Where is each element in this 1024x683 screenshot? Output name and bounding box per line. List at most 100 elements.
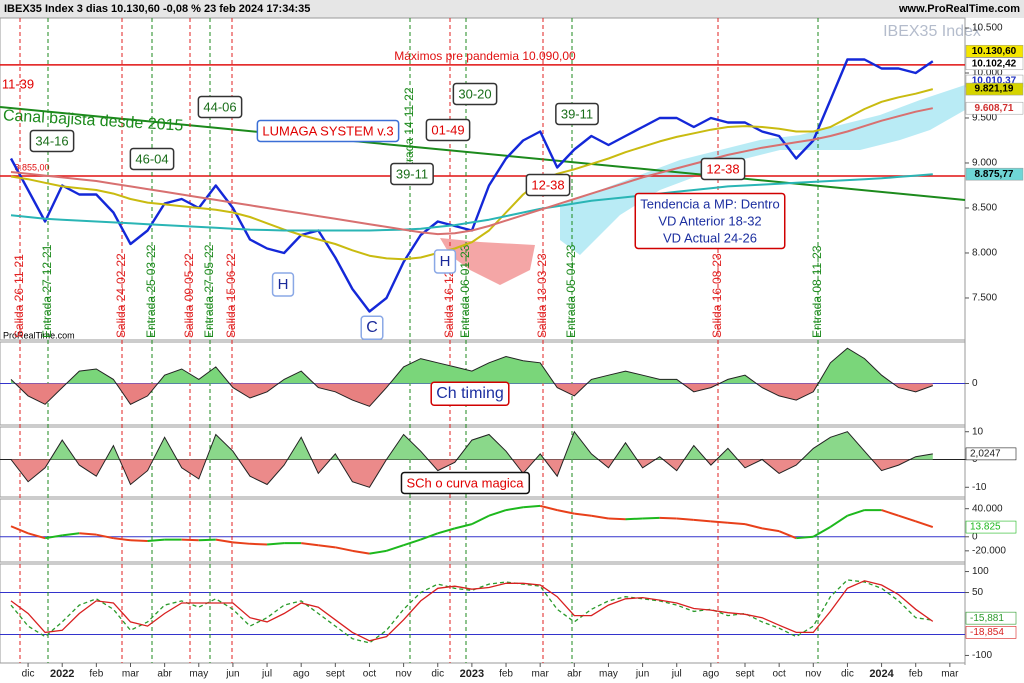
annotation: 44-06 [197,95,243,119]
oscillator-segment [591,514,609,520]
area-positive [11,431,933,460]
oscillator-segment [539,504,558,512]
signal-label: Salida 26-11-21 [12,254,26,338]
annotation-text: 39-11 [396,166,428,181]
oscillator-segment [812,526,831,538]
price-label-box [965,44,1024,58]
annotation: 39-11 [390,162,434,186]
oscillator-segment [386,544,404,552]
oscillator-segment [693,518,711,523]
annotation-box [197,95,243,119]
oscillator-segment [829,514,848,528]
oscillator-segment [642,516,660,520]
annotation: 01-49 [425,118,471,142]
signal-label: Salida 16-08-23 [710,253,724,338]
annotation-text: 12-38 [706,161,739,176]
oscillator-segment [881,509,899,517]
oscillator-segment [44,534,63,540]
oscillator-segment [608,517,626,521]
annotation-text: Tendencia a MP: Dentro [640,196,779,211]
annotation-box [129,147,175,171]
oscillator-segment [557,509,575,515]
signal-label: Entrada 08-11-23 [810,245,824,338]
level-label: 8.855,00 [14,162,49,172]
last-value-label: 2,0247 [970,449,1001,460]
x-tick-label: jun [635,669,649,680]
source: www.ProRealTime.com [898,3,1020,15]
oscillator-segment [215,538,234,544]
oscillator-segment [796,535,814,540]
x-tick-label: dic [841,669,854,680]
footer-source: ProRealTime.com [3,330,75,340]
annotation-text: 30-20 [458,86,491,101]
oscillator-segment [915,520,934,529]
oscillator-segment [352,549,370,555]
y-tick-label: 9.000 [972,158,997,169]
price-label-box [965,57,1024,71]
price-label: 10.130,60 [972,46,1017,57]
plot-layer: 7.500 8.000 8.500 9.000 9.500 10.000 10.500 0 10… [0,17,1024,680]
header-bar [0,0,1024,18]
x-tick-label: nov [396,669,412,680]
signal-label: Salida 13-03-23 [535,253,549,338]
oscillator-line [10,579,933,644]
x-tick-label: oct [772,669,786,680]
y-tick-label: 40.000 [972,503,1003,514]
last-value-label: -15,881 [970,613,1004,624]
chart-title: IBEX35 Index 3 dias 10.130,60 -0,08 % 23… [4,3,310,15]
oscillator-segment [369,549,387,555]
annotation: SCh o curva magica [400,471,531,495]
annotation: C [360,315,384,340]
annotation-text: 34-16 [35,133,68,148]
oscillator-segment [403,538,421,547]
x-tick-label: feb [909,669,923,680]
last-value-label: -18,854 [970,627,1004,638]
x-tick-label: 2022 [50,668,74,680]
annotation-text: 39-11 [561,106,593,121]
annotation-text: VD Actual 24-26 [663,230,757,245]
price-label: 8.875,77 [975,169,1014,180]
oscillator-segment [147,538,165,542]
trendline [0,106,966,201]
oscillator-segment [744,523,763,530]
annotation-text: 46-04 [135,151,168,166]
last-value-box [965,447,1017,461]
oscillator-segment [659,516,677,520]
price-label-box [965,101,1024,115]
signal-label: Entrada 14-11-22 [402,87,416,180]
x-tick-label: feb [89,669,103,680]
oscillator-segment [778,530,797,540]
oscillator-segment [198,538,216,542]
annotation: 30-20 [452,82,498,106]
oscillator-segment [301,542,319,547]
price-label: 9.821,19 [975,84,1014,95]
annotation-text: 12-38 [531,177,564,192]
annotation: 39-11 [555,102,599,126]
x-tick-label: jul [671,669,682,680]
oscillator-segment [505,506,524,512]
x-tick-label: feb [499,669,513,680]
x-tick-label: may [189,669,208,680]
y-tick-label: 100 [972,566,989,577]
price-label: 10.102,42 [972,58,1017,69]
signal-label: Salida 15-06-22 [224,253,238,338]
annotation-box [634,192,786,250]
average-line [10,173,933,232]
signal-label: Entrada 06-01-23 [458,244,472,338]
annotation-box [29,129,75,153]
x-tick-label: nov [805,669,821,680]
annotation-text: H [440,253,451,270]
last-value-label: 13.825 [970,522,1001,533]
x-tick-label: may [599,669,618,680]
y-tick-label: -10 [972,482,987,493]
annotation-box [452,82,498,106]
oscillator-segment [523,504,541,509]
x-tick-label: oct [363,669,377,680]
y-tick-label: 50 [972,587,984,598]
cloud-negative [440,238,535,285]
annotation: 12-38 [700,157,746,181]
signal-label: Entrada 27-12-21 [40,244,54,338]
oscillator-segment [420,532,439,541]
x-tick-label: 2024 [869,668,894,680]
